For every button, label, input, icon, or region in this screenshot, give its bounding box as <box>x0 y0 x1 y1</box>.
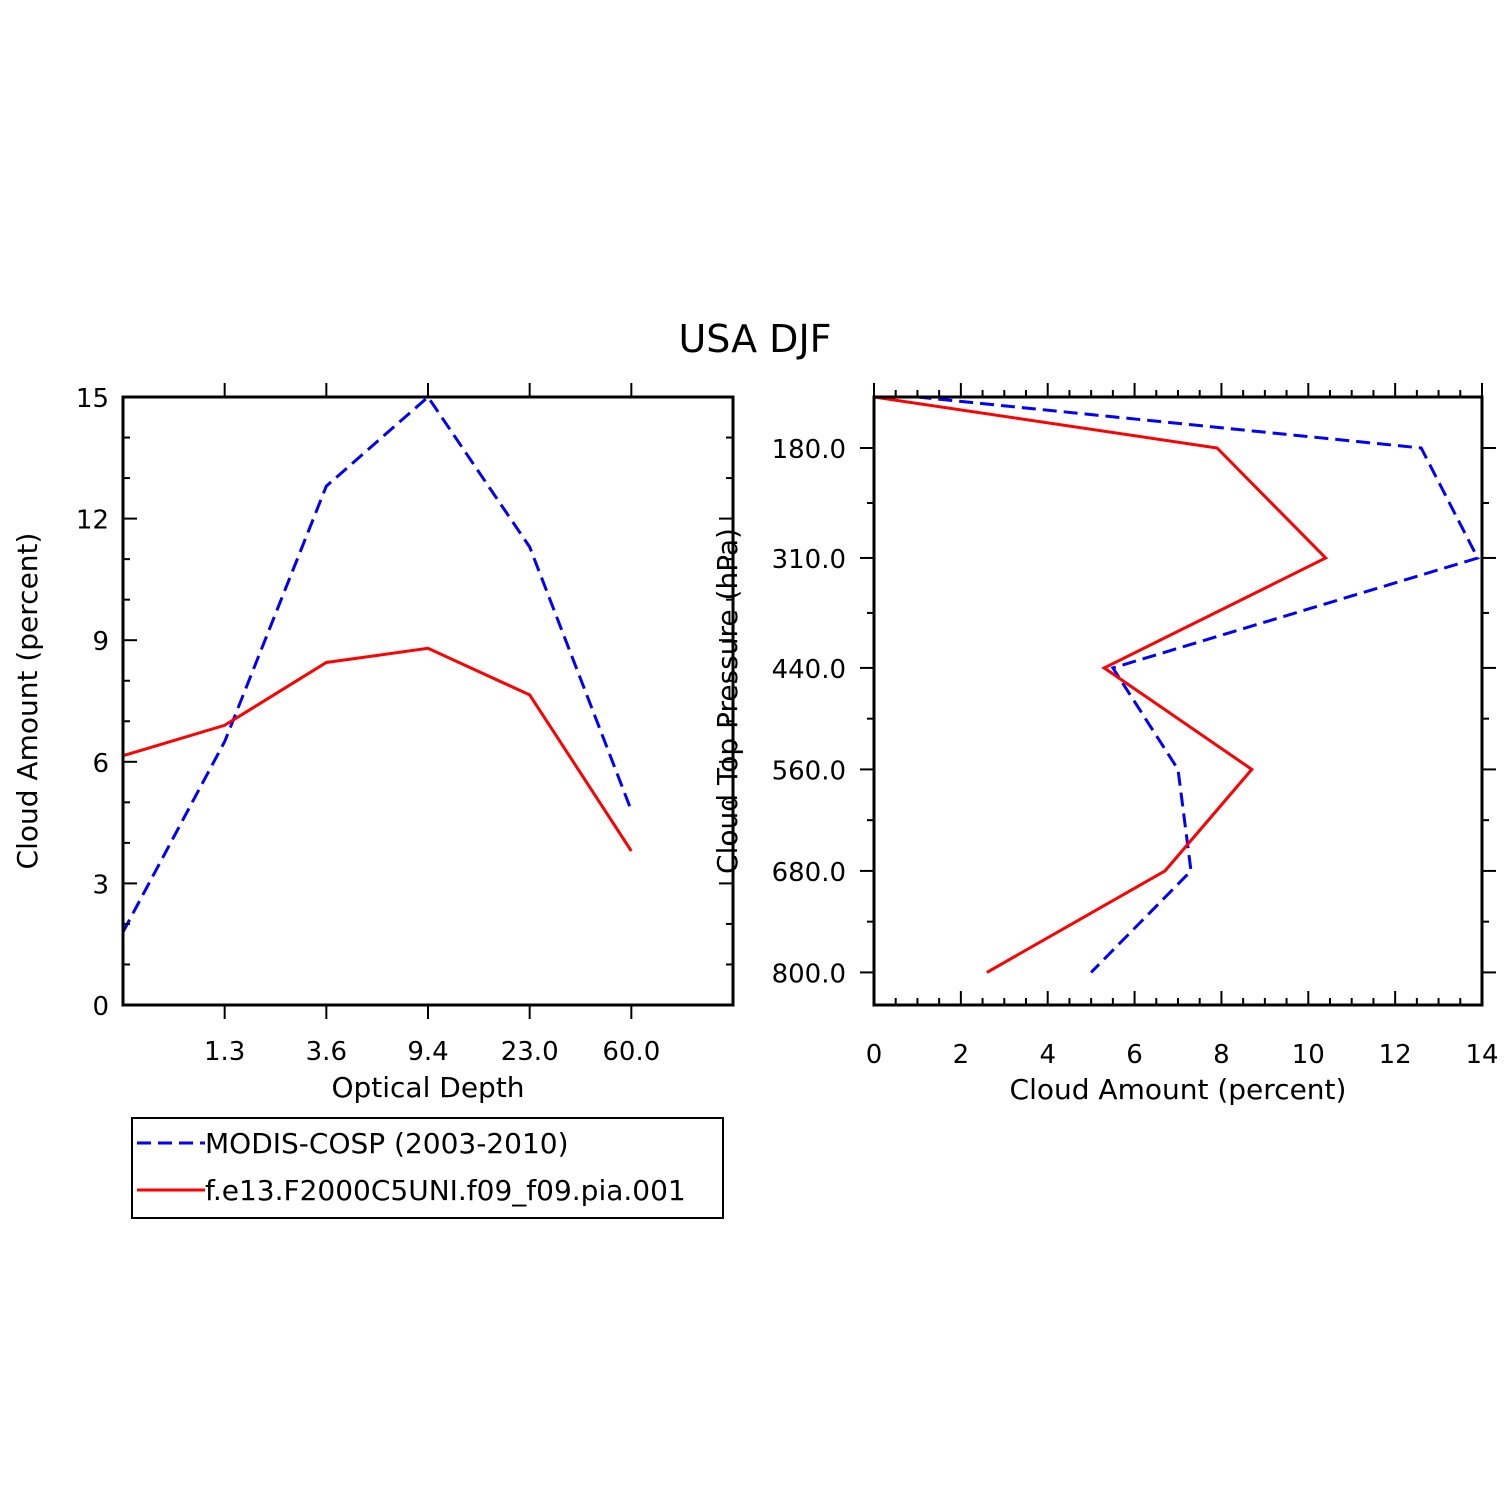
left-x-tick-label: 9.4 <box>407 1037 448 1067</box>
legend-label-model: f.e13.F2000C5UNI.f09_f09.pia.001 <box>205 1174 686 1207</box>
right-x-tick-label: 8 <box>1213 1040 1230 1070</box>
right-y-tick-label: 800.0 <box>772 959 846 989</box>
right-chart: 0 2 4 6 8 10 12 14 180.0 310.0 440.0 560.0 680.0 800.… <box>711 383 1499 1106</box>
left-y-tick-label: 6 <box>92 749 109 779</box>
right-series-model-line <box>874 397 1326 972</box>
left-axes: 0 3 6 9 12 15 1.3 3.6 9.4 23.0 60.0 <box>76 383 733 1067</box>
left-y-tick-label: 3 <box>92 870 109 900</box>
right-x-tick-label: 12 <box>1379 1040 1412 1070</box>
left-y-tick-label: 9 <box>92 627 109 657</box>
right-x-tick-label: 6 <box>1126 1040 1143 1070</box>
left-y-tick-label: 0 <box>92 992 109 1022</box>
right-x-tick-label: 14 <box>1465 1040 1498 1070</box>
legend: MODIS-COSP (2003-2010) f.e13.F2000C5UNI.… <box>132 1118 723 1218</box>
left-x-axis-title: Optical Depth <box>331 1071 524 1104</box>
left-y-axis-title: Cloud Amount (percent) <box>11 533 44 870</box>
left-x-tick-label: 3.6 <box>306 1037 347 1067</box>
right-x-tick-label: 4 <box>1039 1040 1056 1070</box>
right-series-group <box>874 397 1478 972</box>
left-y-tick-label: 12 <box>76 506 109 536</box>
left-series-model-line <box>123 648 631 851</box>
right-x-tick-label: 10 <box>1292 1040 1325 1070</box>
left-x-tick-label: 1.3 <box>204 1037 245 1067</box>
right-y-tick-label: 180.0 <box>772 435 846 465</box>
right-x-axis-title: Cloud Amount (percent) <box>1010 1073 1347 1106</box>
left-x-tick-label: 60.0 <box>602 1037 660 1067</box>
left-plot-frame <box>123 397 733 1005</box>
right-y-tick-label: 310.0 <box>772 545 846 575</box>
right-y-tick-label: 440.0 <box>772 655 846 685</box>
left-y-tick-label: 15 <box>76 384 109 414</box>
right-axes: 0 2 4 6 8 10 12 14 180.0 310.0 440.0 560.0 680.0 800.… <box>772 383 1499 1070</box>
right-plot-frame <box>874 397 1482 1005</box>
left-series-modis-line <box>123 397 631 932</box>
left-series-group <box>123 397 631 932</box>
right-x-tick-label: 0 <box>866 1040 883 1070</box>
right-y-tick-label: 560.0 <box>772 756 846 786</box>
right-series-modis-line <box>917 397 1477 972</box>
right-y-axis-title: Cloud Top Pressure (hPa) <box>711 528 744 874</box>
chart-title: USA DJF <box>678 317 831 361</box>
legend-label-modis: MODIS-COSP (2003-2010) <box>205 1127 569 1160</box>
right-x-tick-label: 2 <box>953 1040 970 1070</box>
right-y-tick-label: 680.0 <box>772 858 846 888</box>
left-x-tick-label: 23.0 <box>501 1037 559 1067</box>
